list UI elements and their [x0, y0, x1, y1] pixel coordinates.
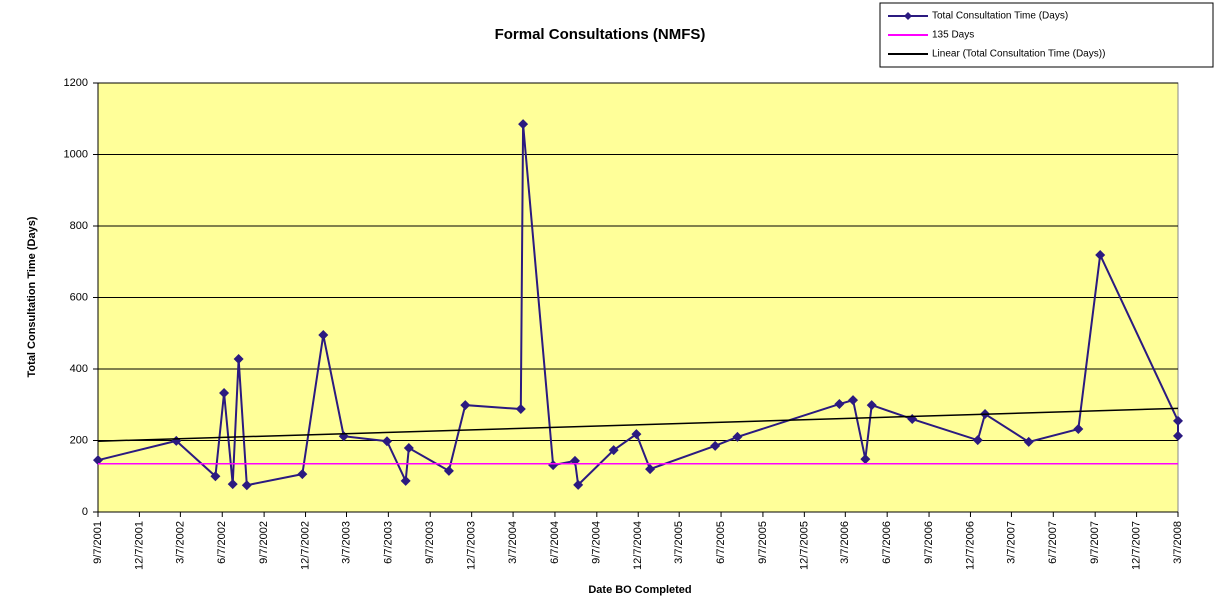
- legend-marker: [904, 12, 912, 20]
- x-tick-label: 9/7/2007: [1089, 521, 1101, 564]
- data-point: [645, 464, 656, 475]
- data-point: [848, 395, 859, 406]
- data-point: [515, 404, 526, 415]
- x-tick-label: 6/7/2004: [549, 521, 561, 564]
- x-tick-label: 6/7/2002: [216, 521, 228, 564]
- legend-label: Linear (Total Consultation Time (Days)): [932, 49, 1105, 60]
- y-axis-label: Total Consultation Time (Days): [26, 216, 38, 377]
- series-line: [97, 407, 1179, 442]
- x-tick-label: 12/7/2002: [299, 521, 311, 570]
- x-tick-label: 6/7/2006: [881, 521, 893, 564]
- x-tick-label: 3/7/2007: [1005, 521, 1017, 564]
- y-tick-label: 200: [70, 434, 88, 446]
- x-tick-label: 3/7/2006: [839, 521, 851, 564]
- data-point: [548, 460, 559, 471]
- x-tick-label: 9/7/2004: [591, 521, 603, 564]
- data-point: [460, 400, 471, 411]
- x-tick-label: 9/7/2003: [424, 521, 436, 564]
- x-tick-label: 9/7/2001: [92, 521, 104, 564]
- data-point: [1173, 415, 1183, 426]
- x-axis-label: Date BO Completed: [588, 584, 691, 596]
- data-point: [400, 475, 411, 486]
- x-tick-label: 12/7/2007: [1130, 521, 1142, 570]
- y-tick-label: 400: [70, 363, 88, 375]
- data-point: [518, 119, 529, 130]
- data-point: [443, 465, 454, 476]
- x-tick-label: 12/7/2003: [466, 521, 478, 570]
- x-tick-label: 3/7/2002: [174, 521, 186, 564]
- x-tick-label: 3/7/2004: [507, 521, 519, 564]
- data-point: [318, 330, 329, 341]
- x-tick-label: 12/7/2005: [798, 521, 810, 570]
- data-point: [608, 445, 619, 456]
- y-tick-label: 0: [82, 506, 88, 518]
- data-point: [403, 443, 414, 454]
- data-point: [1073, 424, 1084, 435]
- x-tick-label: 3/7/2005: [673, 521, 685, 564]
- data-point: [972, 435, 983, 446]
- data-point: [1095, 249, 1106, 260]
- y-tick-label: 600: [70, 291, 88, 303]
- x-tick-label: 3/7/2008: [1172, 521, 1184, 564]
- data-point: [834, 399, 845, 410]
- data-point: [1173, 430, 1183, 441]
- data-point: [93, 455, 103, 466]
- data-point: [732, 431, 743, 442]
- x-tick-label: 6/7/2003: [382, 521, 394, 564]
- data-point: [382, 436, 393, 447]
- data-point: [297, 469, 308, 480]
- x-tick-label: 12/7/2001: [133, 521, 145, 570]
- data-point: [573, 479, 584, 490]
- data-point: [710, 440, 721, 451]
- x-tick-label: 12/7/2006: [964, 521, 976, 570]
- data-point: [227, 479, 238, 490]
- y-tick-label: 800: [70, 220, 88, 232]
- x-tick-label: 6/7/2005: [715, 521, 727, 564]
- chart-title: Formal Consultations (NMFS): [495, 26, 706, 43]
- data-point: [233, 353, 244, 364]
- legend-box: [879, 2, 1214, 68]
- y-tick-label: 1000: [64, 148, 88, 160]
- data-point: [219, 387, 230, 398]
- data-point: [866, 400, 877, 411]
- x-tick-label: 6/7/2007: [1047, 521, 1059, 564]
- x-tick-label: 9/7/2002: [258, 521, 270, 564]
- data-point: [1023, 436, 1034, 447]
- data-point: [210, 471, 221, 482]
- data-point: [631, 429, 642, 440]
- y-tick-label: 1200: [64, 77, 88, 89]
- x-tick-label: 3/7/2003: [340, 521, 352, 564]
- legend-label: 135 Days: [932, 30, 974, 41]
- data-point: [860, 454, 871, 465]
- data-point: [241, 480, 252, 491]
- x-tick-label: 12/7/2004: [632, 521, 644, 570]
- x-tick-label: 9/7/2005: [757, 521, 769, 564]
- x-tick-label: 9/7/2006: [923, 521, 935, 564]
- legend-label: Total Consultation Time (Days): [932, 11, 1068, 22]
